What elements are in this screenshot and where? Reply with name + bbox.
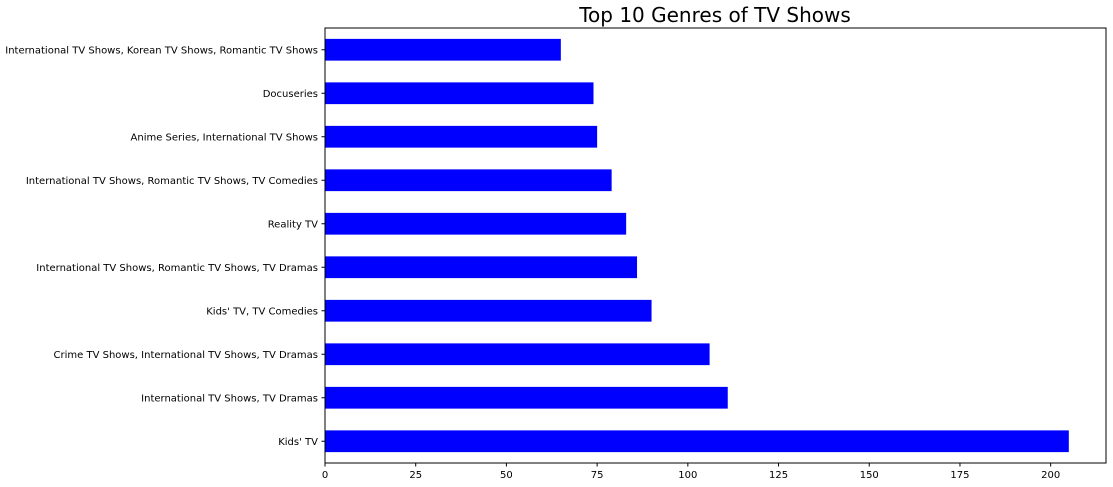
bar-1 bbox=[325, 82, 594, 105]
y-tick-label: International TV Shows, Romantic TV Show… bbox=[26, 176, 318, 187]
y-axis-ticks: International TV Shows, Korean TV Shows,… bbox=[5, 45, 325, 448]
x-tick-label: 175 bbox=[950, 470, 969, 481]
bar-7 bbox=[325, 343, 710, 366]
chart-title: Top 10 Genres of TV Shows bbox=[578, 3, 851, 27]
y-tick-label: International TV Shows, Romantic TV Show… bbox=[36, 263, 318, 274]
x-tick-label: 125 bbox=[769, 470, 788, 481]
x-tick-label: 50 bbox=[500, 470, 513, 481]
x-tick-label: 150 bbox=[860, 470, 879, 481]
bar-0 bbox=[325, 38, 561, 61]
x-tick-label: 25 bbox=[409, 470, 422, 481]
bar-6 bbox=[325, 299, 652, 322]
y-tick-label: Kids' TV bbox=[278, 437, 318, 448]
x-tick-label: 100 bbox=[678, 470, 697, 481]
y-tick-label: Anime Series, International TV Shows bbox=[131, 132, 318, 143]
bar-9 bbox=[325, 430, 1069, 453]
bars-layer bbox=[325, 38, 1069, 453]
y-tick-label: Docuseries bbox=[263, 89, 318, 100]
x-axis-ticks: 0 25 50 75 100 125 150 175 200 bbox=[322, 463, 1060, 481]
x-tick-label: 75 bbox=[591, 470, 604, 481]
x-tick-label: 0 bbox=[322, 470, 328, 481]
bar-3 bbox=[325, 169, 612, 192]
y-tick-label: Reality TV bbox=[268, 219, 318, 230]
bar-4 bbox=[325, 212, 627, 235]
bar-8 bbox=[325, 386, 728, 409]
bar-5 bbox=[325, 256, 638, 279]
plot-frame bbox=[324, 27, 1107, 464]
x-tick-label: 200 bbox=[1041, 470, 1060, 481]
y-tick-label: Kids' TV, TV Comedies bbox=[206, 306, 318, 317]
bar-2 bbox=[325, 125, 598, 148]
y-tick-label: Crime TV Shows, International TV Shows, … bbox=[54, 350, 318, 361]
y-tick-label: International TV Shows, Korean TV Shows,… bbox=[5, 45, 318, 56]
y-tick-label: International TV Shows, TV Dramas bbox=[141, 393, 318, 404]
